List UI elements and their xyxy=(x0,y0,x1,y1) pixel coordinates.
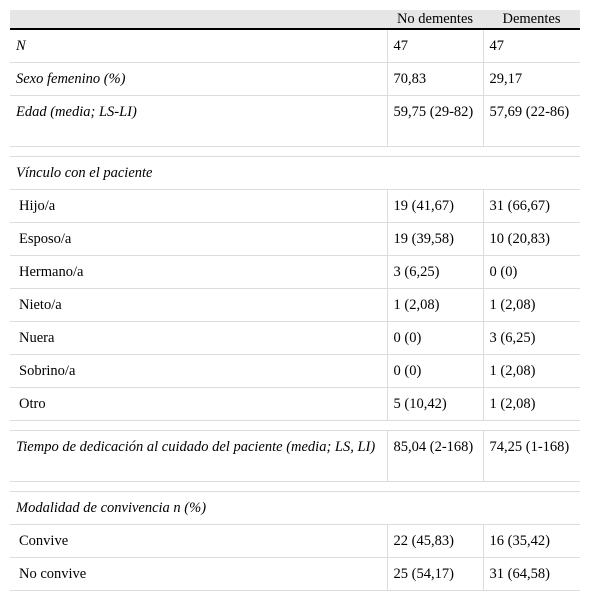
table-row: N 47 47 xyxy=(10,29,580,63)
cell-no-dementes: 25 (54,17) xyxy=(386,557,483,591)
row-label: Tiempo de dedicación al cuidado del paci… xyxy=(10,430,387,482)
cell-no-dementes: 19 (41,67) xyxy=(386,189,483,223)
row-label: No convive xyxy=(10,557,387,591)
table-row: Otro 5 (10,42) 1 (2,08) xyxy=(10,387,580,421)
header-no-dementes: No dementes xyxy=(387,10,483,30)
cell-dementes: 47 xyxy=(482,29,580,63)
cell-dementes: 1 (2,08) xyxy=(482,387,580,421)
table-row: Tiempo de dedicación al cuidado del paci… xyxy=(10,430,580,482)
section-header-row: Vínculo con el paciente xyxy=(10,156,580,190)
cell-dementes: 31 (66,67) xyxy=(482,189,580,223)
row-label: Esposo/a xyxy=(10,222,387,256)
table-row: Edad (media; LS-LI) 59,75 (29-82) 57,69 (2… xyxy=(10,95,580,147)
row-label: Sexo femenino (%) xyxy=(10,62,387,96)
table-row: Esposo/a 19 (39,58) 10 (20,83) xyxy=(10,222,580,256)
cell-no-dementes: 0 (0) xyxy=(386,321,483,355)
cell-no-dementes: 5 (10,42) xyxy=(386,387,483,421)
cell-no-dementes: 59,75 (29-82) xyxy=(386,95,483,147)
cell-dementes: 31 (64,58) xyxy=(482,557,580,591)
row-label: Edad (media; LS-LI) xyxy=(10,95,387,147)
table-row: Convive 22 (45,83) 16 (35,42) xyxy=(10,524,580,558)
row-label: Sobrino/a xyxy=(10,354,387,388)
cell-dementes: 57,69 (22-86) xyxy=(482,95,580,147)
cell-no-dementes: 47 xyxy=(386,29,483,63)
cell-dementes: 16 (35,42) xyxy=(482,524,580,558)
spacer-cell xyxy=(10,481,580,492)
table-header: No dementes Dementes xyxy=(10,10,580,30)
table-row: Sexo femenino (%) 70,83 29,17 xyxy=(10,62,580,96)
table-row: Hermano/a 3 (6,25) 0 (0) xyxy=(10,255,580,289)
section-title: Modalidad de convivencia n (%) xyxy=(10,491,580,525)
cell-no-dementes: 85,04 (2-168) xyxy=(386,430,483,482)
cell-no-dementes: 19 (39,58) xyxy=(386,222,483,256)
row-label: N xyxy=(10,29,387,63)
cell-no-dementes: 70,83 xyxy=(386,62,483,96)
cell-no-dementes: 1 (2,08) xyxy=(386,288,483,322)
table-row: Hijo/a 19 (41,67) 31 (66,67) xyxy=(10,189,580,223)
row-label: Otro xyxy=(10,387,387,421)
cell-dementes: 1 (2,08) xyxy=(482,354,580,388)
data-table: No dementes Dementes N 47 47 Sexo femenino … xyxy=(10,10,580,591)
spacer-row xyxy=(10,146,580,157)
cell-no-dementes: 3 (6,25) xyxy=(386,255,483,289)
table-row: No convive 25 (54,17) 31 (64,58) xyxy=(10,557,580,591)
row-label: Hijo/a xyxy=(10,189,387,223)
spacer-row xyxy=(10,481,580,492)
cell-dementes: 29,17 xyxy=(482,62,580,96)
cell-dementes: 0 (0) xyxy=(482,255,580,289)
spacer-cell xyxy=(10,420,580,431)
cell-no-dementes: 22 (45,83) xyxy=(386,524,483,558)
cell-no-dementes: 0 (0) xyxy=(386,354,483,388)
table-row: Sobrino/a 0 (0) 1 (2,08) xyxy=(10,354,580,388)
header-dementes: Dementes xyxy=(483,10,580,30)
spacer-row xyxy=(10,420,580,431)
header-empty-cell xyxy=(10,10,387,30)
row-label: Nuera xyxy=(10,321,387,355)
table-row: Nieto/a 1 (2,08) 1 (2,08) xyxy=(10,288,580,322)
table-body: N 47 47 Sexo femenino (%) 70,83 29,17 Edad (me… xyxy=(10,29,580,591)
cell-dementes: 10 (20,83) xyxy=(482,222,580,256)
cell-dementes: 1 (2,08) xyxy=(482,288,580,322)
section-title: Vínculo con el paciente xyxy=(10,156,580,190)
table-row: Nuera 0 (0) 3 (6,25) xyxy=(10,321,580,355)
row-label: Nieto/a xyxy=(10,288,387,322)
section-header-row: Modalidad de convivencia n (%) xyxy=(10,491,580,525)
row-label: Convive xyxy=(10,524,387,558)
cell-dementes: 74,25 (1-168) xyxy=(482,430,580,482)
row-label: Hermano/a xyxy=(10,255,387,289)
header-row: No dementes Dementes xyxy=(10,10,580,30)
spacer-cell xyxy=(10,146,580,157)
cell-dementes: 3 (6,25) xyxy=(482,321,580,355)
